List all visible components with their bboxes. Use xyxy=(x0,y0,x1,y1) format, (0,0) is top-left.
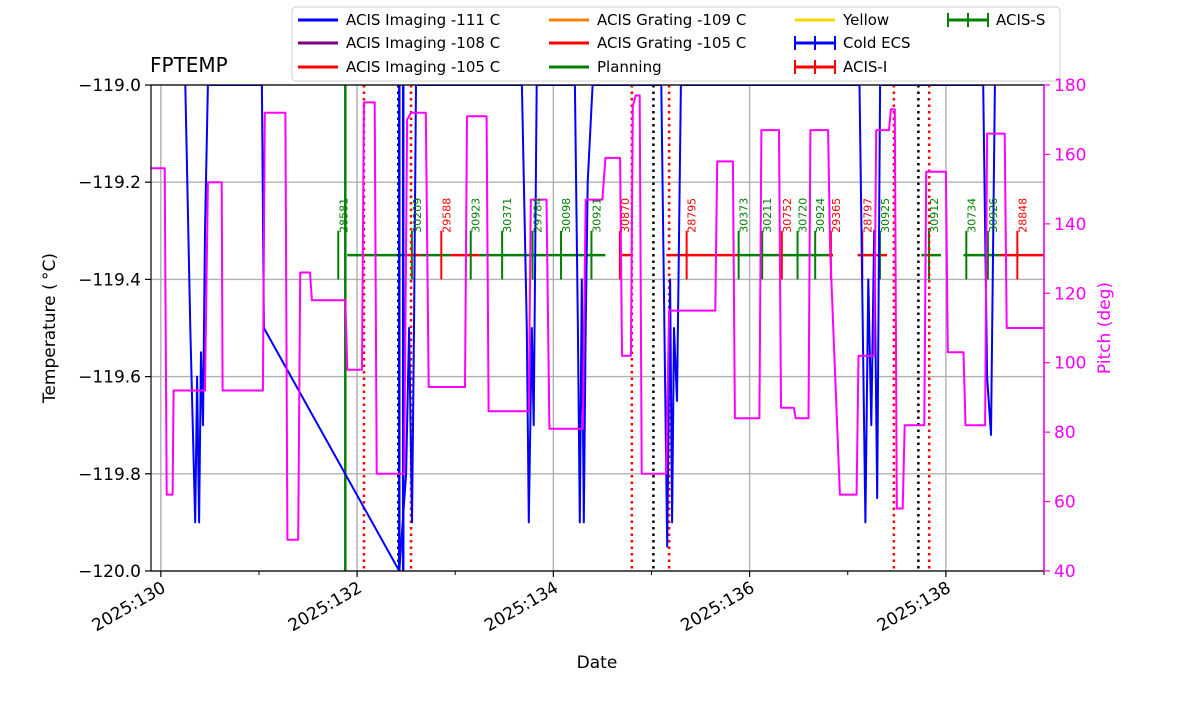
obsid-label: 30371 xyxy=(501,198,514,233)
x-tick-label: 2025:134 xyxy=(481,578,562,636)
obsid-label: 29365 xyxy=(830,198,843,233)
obsid-label: 28581 xyxy=(337,198,350,233)
y-tick-label: −119.8 xyxy=(78,465,141,485)
legend-label: ACIS Imaging -108 C xyxy=(346,34,500,52)
y2-tick-label: 140 xyxy=(1054,215,1086,235)
legend-label: ACIS-S xyxy=(996,11,1045,29)
obsid-label: 30926 xyxy=(987,198,1000,233)
obsid-label: 28797 xyxy=(861,198,874,233)
y-tick-label: −119.2 xyxy=(78,173,141,193)
series-line-pitch xyxy=(151,94,1044,541)
chart-title: FPTEMP xyxy=(150,53,228,77)
y-tick-label: −119.6 xyxy=(78,368,141,388)
y2-tick-label: 180 xyxy=(1054,76,1086,96)
legend-label: ACIS Imaging -105 C xyxy=(346,58,500,76)
obsid-label: 30870 xyxy=(619,198,632,233)
obsid-label: 30925 xyxy=(879,198,892,233)
plot-area xyxy=(151,85,1044,571)
y-axis-label: Temperature ( °C) xyxy=(40,253,60,404)
obsid-label: 28795 xyxy=(686,198,699,233)
y2-tick-label: 100 xyxy=(1054,354,1086,374)
legend-label: Yellow xyxy=(842,11,889,29)
y-tick-label: −119.0 xyxy=(78,76,141,96)
obsid-label: 29784 xyxy=(532,198,545,233)
obsid-label: 30734 xyxy=(965,198,978,233)
legend-label: Planning xyxy=(597,58,662,76)
x-tick-label: 2025:130 xyxy=(89,578,170,636)
chart-legend: ACIS Imaging -111 C ACIS Imaging -108 C AC… xyxy=(291,6,1061,82)
y-tick-label: −120.0 xyxy=(78,562,141,582)
legend-box xyxy=(291,6,1061,82)
y2-axis-label: Pitch (deg) xyxy=(1095,282,1115,374)
obsid-label: 30912 xyxy=(928,198,941,233)
x-axis-label: Date xyxy=(577,653,618,673)
obsid-label: 30752 xyxy=(781,198,794,233)
obsid-label: 30098 xyxy=(560,198,573,233)
y2-tick-label: 80 xyxy=(1054,423,1076,443)
y2-tick-label: 120 xyxy=(1054,284,1086,304)
legend-label: ACIS Grating -109 C xyxy=(597,11,746,29)
obsid-label: 30923 xyxy=(470,198,483,233)
y-tick-label: −119.4 xyxy=(78,270,141,290)
legend-label: ACIS Imaging -111 C xyxy=(346,11,500,29)
y2-tick-label: 60 xyxy=(1054,493,1076,513)
x-tick-label: 2025:132 xyxy=(285,578,366,636)
obsid-label: 30209 xyxy=(411,198,424,233)
legend-label: ACIS Grating -105 C xyxy=(597,34,746,52)
y2-tick-label: 160 xyxy=(1054,145,1086,165)
legend-label: Cold ECS xyxy=(843,34,911,52)
obsid-label: 30720 xyxy=(797,198,810,233)
x-tick-label: 2025:136 xyxy=(678,578,759,636)
x-tick-label: 2025:138 xyxy=(874,578,955,636)
obsid-label: 30924 xyxy=(814,198,827,233)
legend-label: ACIS-I xyxy=(843,58,887,76)
obsid-label: 30373 xyxy=(738,198,751,233)
obsid-label: 28848 xyxy=(1016,198,1029,233)
obsid-label: 30921 xyxy=(590,198,603,233)
series-line-fptemp xyxy=(184,85,996,571)
y2-tick-label: 40 xyxy=(1054,562,1076,582)
obsid-labels: 28581 30209 29588 30923 30371 29784 30098 30921… xyxy=(337,198,1029,233)
obsid-label: 30211 xyxy=(761,198,774,233)
obsid-label: 29588 xyxy=(440,198,453,233)
